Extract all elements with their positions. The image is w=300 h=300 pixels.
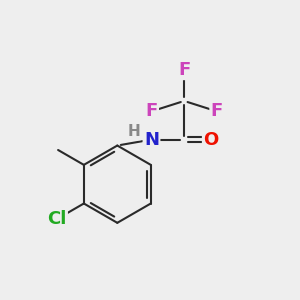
Text: F: F: [211, 102, 223, 120]
Text: F: F: [178, 61, 190, 79]
Text: Cl: Cl: [47, 210, 67, 228]
Text: F: F: [146, 102, 158, 120]
Text: H: H: [127, 124, 140, 139]
Text: N: N: [144, 130, 159, 148]
Text: O: O: [203, 130, 219, 148]
